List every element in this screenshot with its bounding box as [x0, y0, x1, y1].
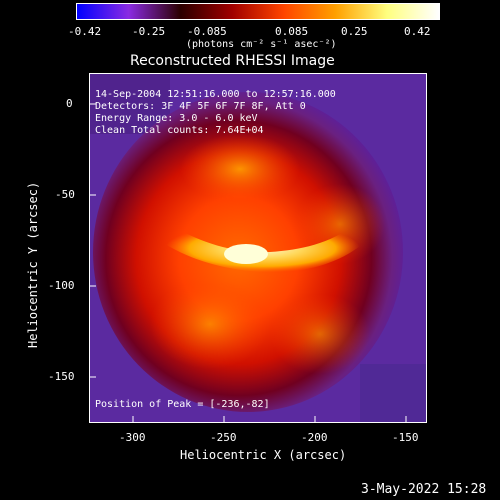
- x-tick-label: -150: [392, 431, 419, 444]
- timestamp: 3-May-2022 15:28: [361, 482, 487, 497]
- colorbar-units: (photons cm⁻² s⁻¹ asec⁻²): [186, 39, 337, 50]
- y-tick-label: 0: [66, 97, 73, 110]
- colorbar-tick-label: -0.085: [187, 25, 227, 38]
- x-tick-label: -200: [301, 431, 328, 444]
- solar-image: [89, 73, 427, 423]
- info-line-energy: Energy Range: 3.0 - 6.0 keV: [95, 113, 258, 124]
- colorbar-tick-label: 0.25: [341, 25, 368, 38]
- y-tick-label: -50: [55, 188, 75, 201]
- colorbar-tick-label: 0.085: [275, 25, 309, 38]
- x-axis-label: Heliocentric X (arcsec): [180, 448, 347, 462]
- info-line-clean: Clean Total counts: 7.64E+04: [95, 125, 264, 136]
- colorbar: [76, 3, 440, 20]
- y-tick-label: -150: [48, 370, 75, 383]
- solar-image-canvas: [90, 74, 426, 422]
- colorbar-tick-label: 0.42: [404, 25, 431, 38]
- peak-position: Position of Peak = [-236,-82]: [95, 399, 270, 410]
- colorbar-tick-label: -0.25: [132, 25, 166, 38]
- info-line-detectors: Detectors: 3F 4F 5F 6F 7F 8F, Att 0: [95, 101, 306, 112]
- y-tick-label: -100: [48, 279, 75, 292]
- info-line-time: 14-Sep-2004 12:51:16.000 to 12:57:16.000: [95, 89, 336, 100]
- y-axis-label: Heliocentric Y (arcsec): [26, 181, 40, 348]
- plot-title: Reconstructed RHESSI Image: [130, 53, 335, 69]
- x-tick-label: -300: [119, 431, 146, 444]
- colorbar-tick-label: -0.42: [68, 25, 102, 38]
- x-tick-label: -250: [210, 431, 237, 444]
